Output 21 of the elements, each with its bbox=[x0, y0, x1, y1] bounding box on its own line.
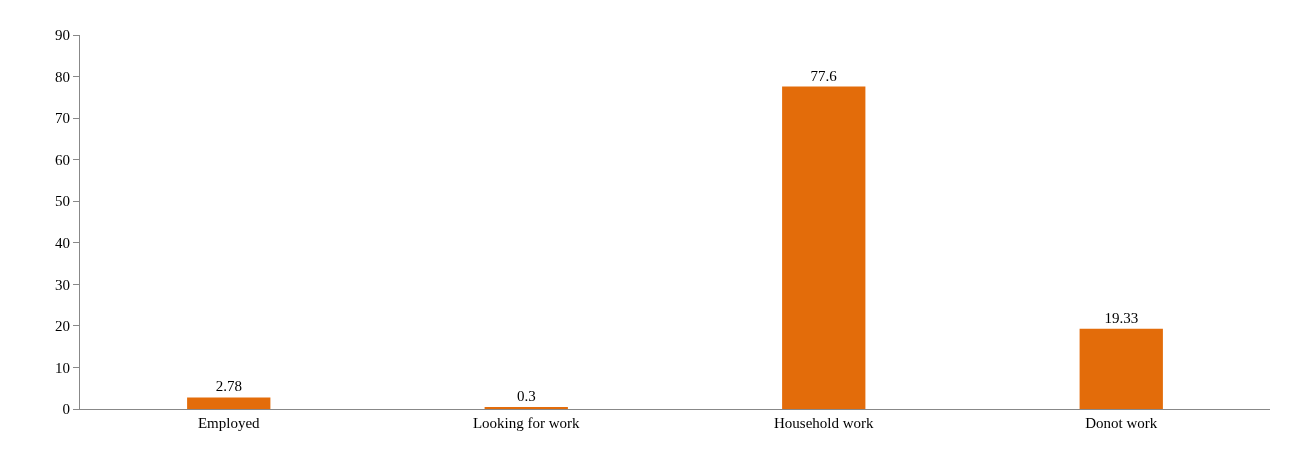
x-tick-label: Donot work bbox=[1085, 415, 1158, 431]
x-tick-label: Household work bbox=[773, 415, 875, 431]
y-tick-label: 40 bbox=[55, 235, 70, 252]
bar bbox=[187, 397, 271, 409]
x-tick-label: Employed bbox=[197, 415, 261, 431]
x-tick-label: Looking for work bbox=[472, 415, 581, 431]
y-tick-label: 90 bbox=[55, 27, 70, 44]
y-tick-label: 70 bbox=[55, 110, 70, 127]
data-label: 2.78 bbox=[215, 378, 242, 395]
data-label: 77.6 bbox=[810, 67, 838, 84]
data-label: 0.3 bbox=[516, 388, 536, 404]
y-tick-label: 80 bbox=[55, 68, 70, 85]
y-tick-label: 60 bbox=[55, 151, 70, 168]
y-tick-label: 10 bbox=[55, 359, 70, 376]
y-tick-label: 0 bbox=[62, 401, 70, 418]
bar bbox=[1079, 328, 1163, 409]
y-tick-label: 30 bbox=[55, 276, 70, 293]
bar bbox=[782, 86, 866, 409]
y-tick-label: 50 bbox=[55, 193, 70, 210]
y-tick-label: 20 bbox=[55, 318, 70, 335]
data-label: 19.33 bbox=[1104, 309, 1139, 326]
